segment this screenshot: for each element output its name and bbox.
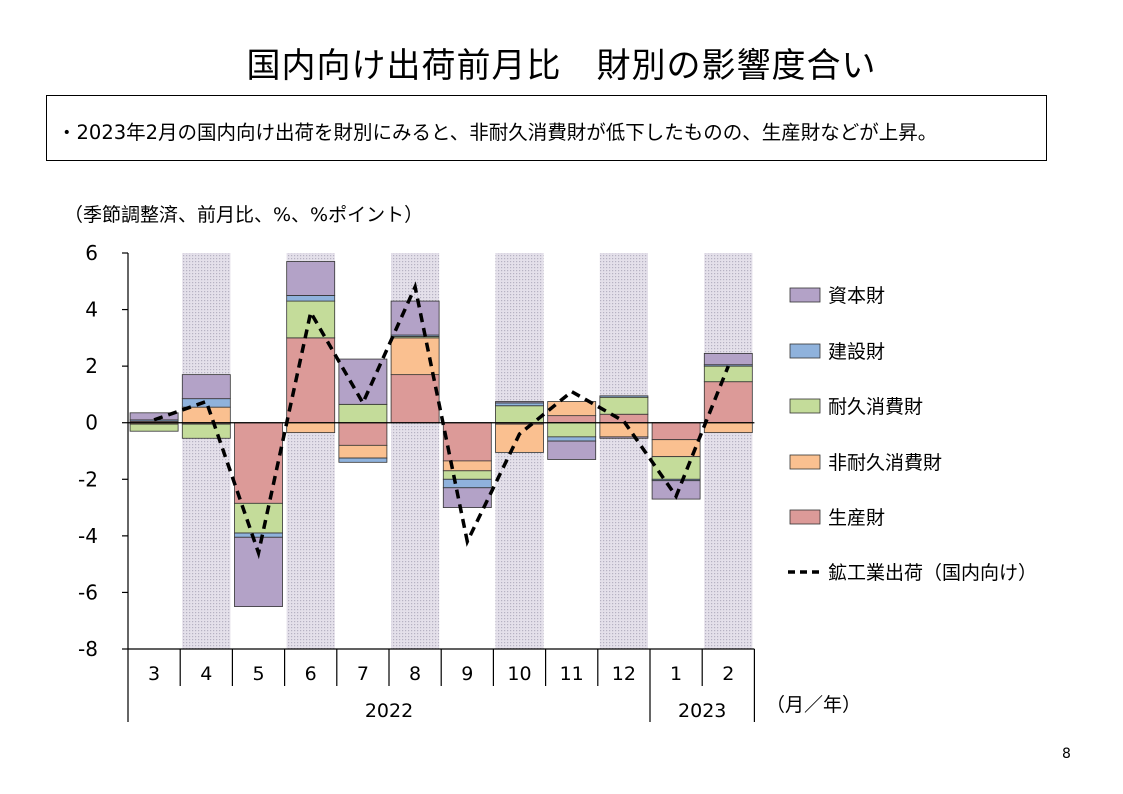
bar-segment [495, 401, 544, 404]
year-label: 2022 [365, 700, 413, 722]
year-label: 2023 [678, 700, 726, 722]
total-line-path [153, 281, 730, 560]
bar-segment [599, 436, 649, 439]
bar-segment [181, 406, 231, 424]
legend-label: 資本財 [828, 285, 885, 307]
bar-segment [703, 353, 753, 366]
bar-segment [651, 456, 701, 480]
x-tick-label: 1 [670, 663, 682, 685]
bar-segment [442, 470, 492, 480]
bar-segment [390, 300, 440, 336]
x-tick-label: 2 [722, 663, 734, 685]
page-number: 8 [1062, 746, 1071, 762]
bar-segment [286, 295, 336, 302]
bar-segment [599, 422, 649, 438]
bar-segment [181, 374, 231, 400]
bar-segment [390, 374, 440, 424]
legend-swatch [789, 343, 821, 359]
y-tick-label: 6 [85, 241, 98, 265]
y-tick-label: -2 [78, 467, 98, 491]
total-line [153, 281, 730, 560]
bar-segment [338, 457, 388, 463]
bar-segment [338, 422, 388, 446]
bar-segment [286, 261, 336, 296]
y-tick-label: -8 [78, 637, 98, 661]
bar-segment [495, 402, 544, 407]
legend-label: 耐久消費財 [828, 396, 923, 418]
y-tick-label: -4 [78, 524, 98, 548]
bar-segment [338, 403, 388, 424]
x-tick-label: 7 [357, 663, 369, 685]
bar-segment [547, 401, 597, 417]
bar-segment [599, 396, 649, 415]
y-tick-label: 4 [85, 298, 98, 322]
bar-segment [234, 532, 283, 538]
y-tick-label: 2 [85, 354, 98, 378]
bar-segment [234, 422, 283, 504]
x-tick-label: 5 [252, 663, 264, 685]
x-tick-label: 3 [148, 663, 160, 685]
bar-segment [181, 423, 231, 439]
page-title: 国内向け出荷前月比 財別の影響度合い [246, 46, 877, 86]
x-tick-label: 12 [612, 663, 636, 685]
legend-swatch [789, 454, 821, 470]
bar-segment [129, 412, 179, 421]
legend-label: 非耐久消費財 [828, 452, 942, 474]
bar-segment [599, 413, 649, 424]
axis-unit-label: （月／年） [766, 694, 861, 716]
unit-note: （季節調整済、前月比、%、%ポイント） [64, 204, 424, 226]
bar-segment [547, 436, 597, 442]
summary-box: ・2023年2月の国内向け出荷を財別にみると、非耐久消費財が低下したものの、生産… [46, 95, 1047, 161]
legend-swatch [789, 509, 821, 525]
x-tick-label: 11 [560, 663, 584, 685]
bar-segment [390, 337, 440, 376]
summary-text: ・2023年2月の国内向け出荷を財別にみると、非耐久消費財が低下したものの、生産… [57, 121, 938, 144]
legend-label: 建設財 [828, 341, 885, 363]
bar-segment [442, 422, 492, 462]
bar-segment [547, 440, 597, 460]
bar-segment [338, 444, 388, 459]
bar-segment [286, 337, 336, 424]
x-tick-label: 9 [461, 663, 473, 685]
x-tick-label: 10 [507, 663, 531, 685]
bar-segment [129, 423, 179, 432]
bar-segment [495, 423, 544, 453]
bar-segment [651, 422, 701, 441]
shaded-band [704, 253, 753, 649]
bar-segment [703, 381, 753, 424]
legend-swatch [789, 398, 821, 414]
x-tick-label: 6 [305, 663, 317, 685]
bar-segment [547, 422, 597, 438]
legend-label: 鉱工業出荷（国内向け） [828, 562, 1037, 584]
legend-label: 生産財 [828, 507, 885, 529]
bar-segment [442, 478, 492, 489]
stacked-bars [129, 261, 753, 607]
x-tick-label: 8 [409, 663, 421, 685]
bar-segment [599, 395, 649, 398]
bar-segment [703, 422, 753, 434]
bar-segment [286, 422, 336, 434]
y-tick-label: 0 [85, 411, 98, 435]
bar-segment [442, 487, 492, 508]
bar-segment [547, 415, 597, 424]
legend-swatch [789, 287, 821, 303]
shaded-band [599, 253, 648, 649]
y-tick-label: -6 [78, 580, 98, 604]
x-tick-label: 4 [200, 663, 212, 685]
bar-segment [495, 405, 544, 424]
